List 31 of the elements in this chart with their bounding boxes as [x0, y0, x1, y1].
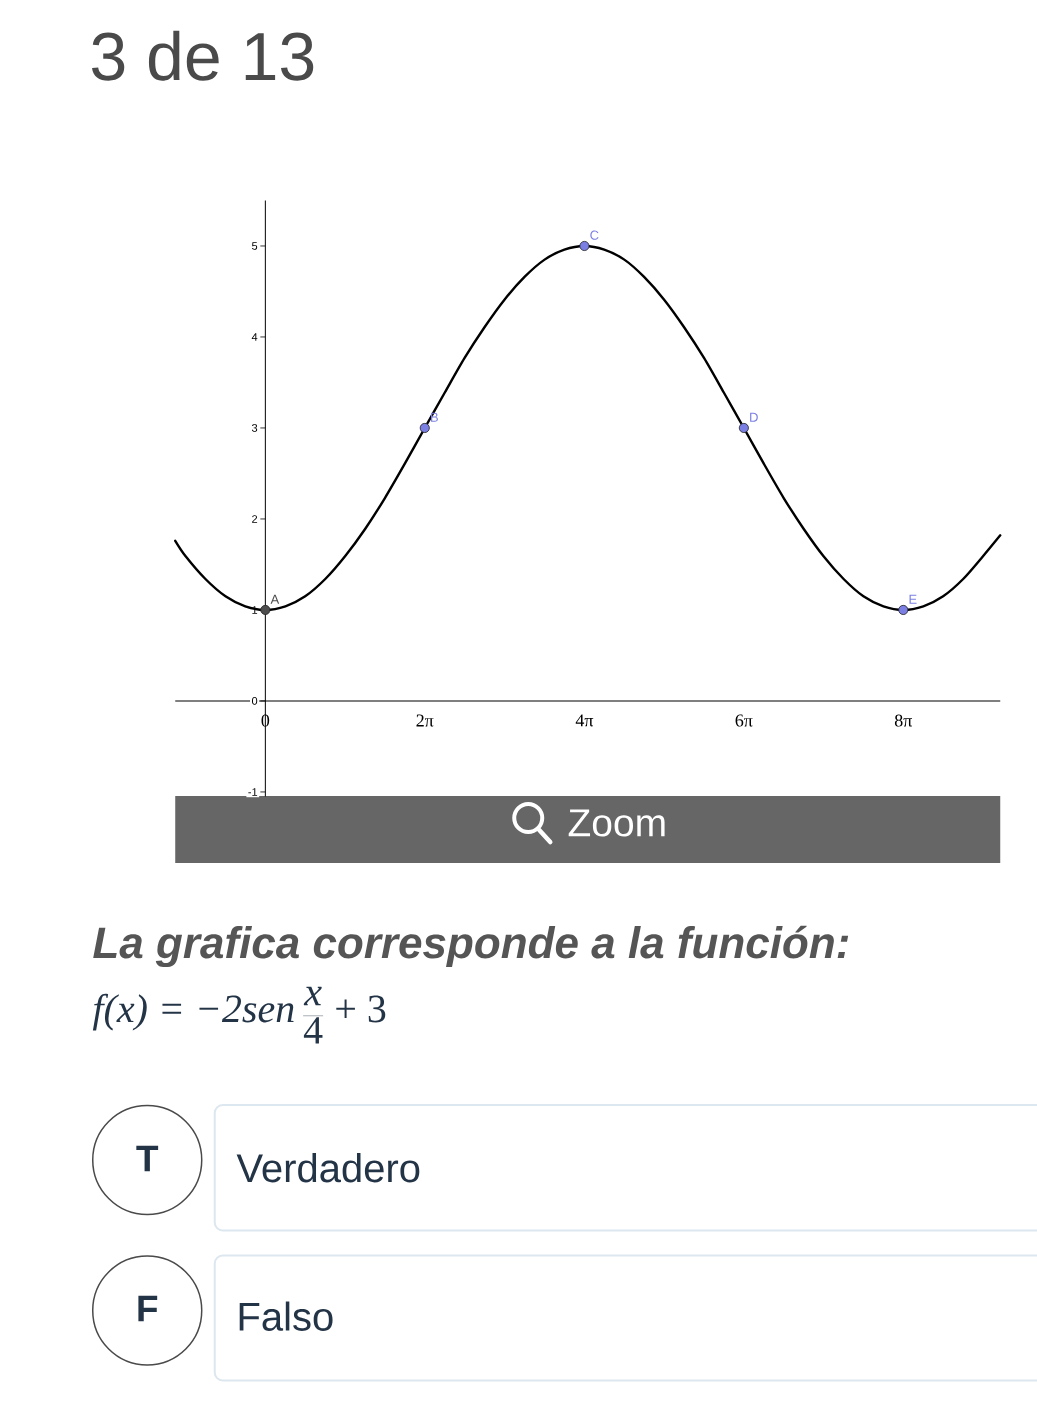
- point: [738, 422, 749, 433]
- point: [260, 604, 271, 615]
- annotation: A: [270, 594, 280, 604]
- y-tick-label: -1: [248, 788, 257, 796]
- annotation: C: [590, 230, 599, 240]
- y-tick-label: 2: [251, 515, 257, 523]
- text: Falso: [239, 1301, 333, 1331]
- text: f(x) = −2sen: [92, 993, 294, 1031]
- y-tick-label: 0: [251, 697, 258, 705]
- point: [419, 422, 430, 433]
- text: 3 de 13: [91, 30, 314, 81]
- point: [898, 604, 909, 615]
- text: + 3: [336, 995, 386, 1023]
- text: 4: [303, 1017, 323, 1044]
- text: Zoom: [568, 809, 665, 837]
- x-tick-label: 6π: [735, 714, 753, 727]
- annotation: D: [750, 412, 758, 422]
- text: Verdadero: [236, 1153, 420, 1183]
- y-tick-label: 3: [251, 424, 258, 432]
- x-tick-label: 8π: [894, 714, 912, 727]
- annotation: B: [430, 412, 438, 422]
- point: [579, 240, 590, 251]
- y-tick-label: 5: [251, 242, 258, 250]
- text: F: [138, 1295, 158, 1322]
- x-tick-label: 4π: [575, 714, 594, 727]
- annotation: E: [909, 594, 917, 604]
- x-tick-label: 2π: [416, 714, 434, 727]
- text: x: [303, 986, 322, 1006]
- text: La grafica corresponde a la función:: [93, 925, 849, 968]
- y-tick-label: 4: [251, 333, 258, 341]
- text: T: [136, 1145, 159, 1172]
